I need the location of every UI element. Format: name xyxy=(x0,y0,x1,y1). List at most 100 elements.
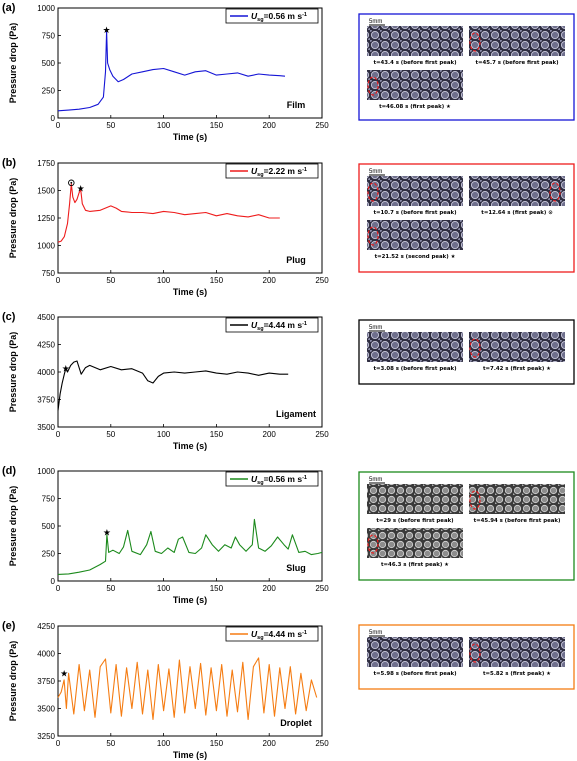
x-tick-label: 250 xyxy=(315,121,329,130)
regime-label: Ligament xyxy=(276,409,316,419)
y-tick-label: 250 xyxy=(42,87,56,96)
legend-symbol: U xyxy=(251,474,258,484)
legend-label: Usg=4.44 m s-1 xyxy=(251,629,307,641)
circle-marker xyxy=(68,179,75,187)
x-tick-label: 0 xyxy=(56,121,61,130)
y-axis-title: Pressure drop (Pa) xyxy=(8,486,18,567)
y-tick-label: 4000 xyxy=(37,368,55,377)
x-axis-title: Time (s) xyxy=(173,595,207,605)
legend-exponent: -1 xyxy=(302,321,307,327)
star-marker: ★ xyxy=(62,365,70,375)
image-caption: t=5.82 s (first peak) ★ xyxy=(483,671,551,677)
legend-exponent: -1 xyxy=(302,630,307,636)
bubble-image xyxy=(469,26,565,56)
y-tick-label: 3750 xyxy=(37,677,55,686)
x-tick-label: 200 xyxy=(263,430,277,439)
y-tick-label: 750 xyxy=(42,495,56,504)
y-tick-label: 3500 xyxy=(37,423,55,432)
legend-label: Usg=4.44 m s-1 xyxy=(251,320,307,332)
y-tick-label: 1000 xyxy=(37,467,55,476)
x-tick-label: 200 xyxy=(263,121,277,130)
legend-symbol: U xyxy=(251,11,258,21)
panel-label: (c) xyxy=(2,311,16,323)
plot-frame xyxy=(57,7,323,119)
image-caption: t=46.08 s (first peak) ★ xyxy=(379,104,451,110)
y-tick-label: 3750 xyxy=(37,396,55,405)
legend-exponent: -1 xyxy=(302,12,307,18)
y-tick-label: 3500 xyxy=(37,705,55,714)
plot-frame xyxy=(57,162,323,274)
image-caption: t=10.7 s (before first peak) xyxy=(373,210,456,216)
x-tick-label: 150 xyxy=(210,276,224,285)
x-tick-label: 250 xyxy=(315,430,329,439)
x-tick-label: 50 xyxy=(106,121,115,130)
panel-e: (e) 0 50 100 150 200 250 3250 3500 3750 4000 4250 Ti… xyxy=(2,620,575,760)
highlight-ellipse xyxy=(469,490,481,510)
legend-symbol: U xyxy=(251,629,258,639)
x-tick-label: 150 xyxy=(210,430,224,439)
y-axis-title: Pressure drop (Pa) xyxy=(8,178,18,259)
highlight-ellipse xyxy=(469,32,481,52)
scale-bar-label: 5mm xyxy=(369,19,382,25)
y-tick-label: 1000 xyxy=(37,4,55,13)
image-caption: t=12.64 s (first peak) ⊙ xyxy=(481,210,552,216)
regime-label: Droplet xyxy=(280,718,312,728)
y-tick-label: 1250 xyxy=(37,214,55,223)
x-tick-label: 0 xyxy=(56,430,61,439)
x-axis-title: Time (s) xyxy=(173,132,207,142)
y-tick-label: 0 xyxy=(51,114,56,123)
y-tick-label: 1500 xyxy=(37,187,55,196)
plot-frame xyxy=(57,470,323,582)
bubble-image xyxy=(469,484,565,514)
bubble-image xyxy=(469,637,565,667)
legend-value: =0.56 m s xyxy=(264,474,303,484)
y-tick-label: 0 xyxy=(51,577,56,586)
y-tick-label: 500 xyxy=(42,522,56,531)
legend-box xyxy=(225,317,319,333)
panel-b: (b) 0 50 100 150 200 250 750 1000 1250 1500 1750 Tim… xyxy=(2,157,575,297)
x-tick-label: 50 xyxy=(106,430,115,439)
series-line xyxy=(57,360,289,411)
y-tick-label: 750 xyxy=(42,269,56,278)
x-tick-label: 150 xyxy=(210,584,224,593)
circle-marker-dot xyxy=(70,181,73,184)
y-tick-label: 4500 xyxy=(37,313,55,322)
bubble-image xyxy=(367,220,463,250)
image-caption: t=21.52 s (second peak) ★ xyxy=(375,254,456,260)
image-caption: t=45.7 s (before first peak) xyxy=(475,60,558,66)
x-tick-label: 50 xyxy=(106,739,115,748)
y-tick-label: 1750 xyxy=(37,159,55,168)
x-tick-label: 0 xyxy=(56,584,61,593)
scale-bar-label: 5mm xyxy=(369,630,382,636)
legend-value: =4.44 m s xyxy=(264,320,303,330)
image-box: 5mm t=43.4 s (before first peak) t=45.7 s … xyxy=(358,13,575,121)
image-caption: t=29 s (before first peak) xyxy=(376,518,453,524)
legend-exponent: -1 xyxy=(302,475,307,481)
x-tick-label: 200 xyxy=(263,276,277,285)
panel-d: (d) 0 50 100 150 200 250 0 250 500 750 1000 Time (s)… xyxy=(2,465,575,605)
x-tick-label: 0 xyxy=(56,739,61,748)
panel-c: (c) 0 50 100 150 200 250 3500 3750 4000 4250 4500 Ti… xyxy=(2,311,575,451)
star-marker: ★ xyxy=(103,529,111,539)
x-tick-label: 250 xyxy=(315,276,329,285)
highlight-ellipse xyxy=(367,534,379,554)
panel-label: (e) xyxy=(2,620,16,632)
y-tick-label: 1000 xyxy=(37,242,55,251)
highlight-ellipse xyxy=(367,182,379,202)
y-tick-label: 750 xyxy=(42,32,56,41)
legend-box xyxy=(225,8,319,24)
x-tick-label: 50 xyxy=(106,276,115,285)
x-tick-label: 150 xyxy=(210,121,224,130)
image-caption: t=45.94 s (before first peak) xyxy=(474,518,561,524)
x-axis-title: Time (s) xyxy=(173,750,207,760)
highlight-ellipse xyxy=(469,643,481,663)
legend-value: =4.44 m s xyxy=(264,629,303,639)
legend-exponent: -1 xyxy=(302,167,307,173)
panel-a: (a) 0 50 100 150 200 250 0 250 500 750 1000 Time (s)… xyxy=(2,2,575,142)
bubble-image xyxy=(469,176,565,206)
image-box: 5mm t=10.7 s (before first peak) t=12.64 s… xyxy=(358,163,575,273)
series-line xyxy=(57,518,323,575)
legend-label: Usg=2.22 m s-1 xyxy=(251,166,307,178)
highlight-ellipse xyxy=(549,182,561,202)
